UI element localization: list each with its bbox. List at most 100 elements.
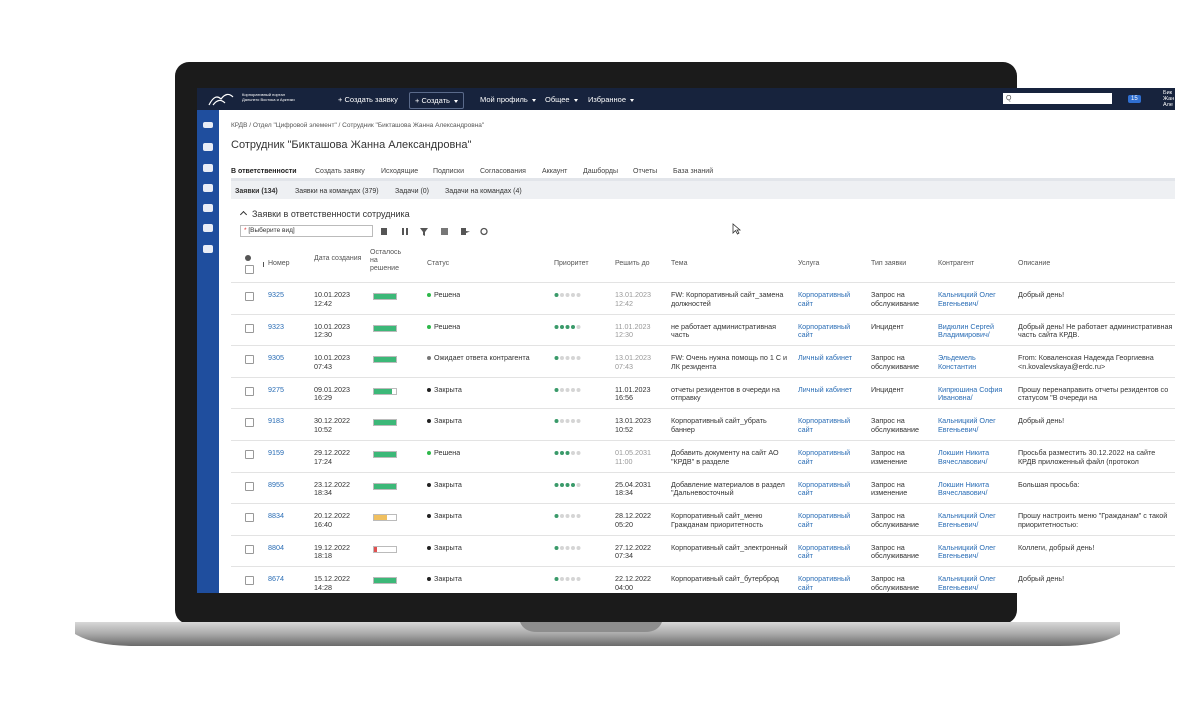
status: Закрыта: [427, 512, 462, 521]
contractor[interactable]: Локшин Никита Вячеславович/: [938, 449, 990, 466]
select-all-checkbox[interactable]: [245, 265, 254, 274]
search-box[interactable]: Q: [1003, 93, 1112, 104]
service[interactable]: Корпоративный сайт: [798, 449, 851, 466]
service[interactable]: Корпоративный сайт: [798, 575, 851, 592]
request-number[interactable]: 9325: [268, 291, 284, 299]
service[interactable]: Корпоративный сайт: [798, 480, 851, 498]
import-icon[interactable]: [461, 228, 466, 235]
service[interactable]: Корпоративный сайт: [798, 543, 851, 561]
subtab[interactable]: Задачи (0): [395, 188, 430, 195]
column-header[interactable]: Номер: [268, 260, 290, 267]
remaining-bar: [373, 387, 397, 395]
request-number[interactable]: 9275: [268, 385, 284, 394]
remaining-fill: [374, 546, 378, 552]
contractor[interactable]: Кальницкий Олег Евгеньевич/: [938, 543, 996, 561]
contractor[interactable]: Кальницкий Олег Евгеньевич/: [938, 417, 996, 434]
description: Большая просьба:: [1018, 480, 1080, 489]
row-checkbox[interactable]: [245, 323, 254, 333]
tab[interactable]: Аккаунт: [542, 168, 568, 175]
tab[interactable]: Согласования: [480, 168, 526, 175]
row-checkbox[interactable]: [245, 481, 254, 491]
column-header[interactable]: Решить до: [615, 260, 650, 267]
row-checkbox[interactable]: [245, 513, 254, 523]
tab[interactable]: Создать заявку: [315, 168, 365, 175]
status-text: Решена: [434, 449, 461, 457]
priority-star: [565, 577, 570, 582]
request-number[interactable]: 8955: [268, 480, 284, 489]
export-icon[interactable]: [441, 228, 448, 235]
contractor[interactable]: Локшин Никита Вячеславович/: [938, 480, 990, 498]
request-number[interactable]: 9323: [268, 322, 284, 331]
subtab[interactable]: Заявки (134): [235, 188, 278, 195]
tab[interactable]: Отчеты: [633, 168, 658, 175]
star-icon[interactable]: [203, 245, 213, 253]
tab[interactable]: В ответственности: [231, 168, 297, 175]
column-header[interactable]: Осталось на решение: [370, 249, 402, 272]
contractor[interactable]: Кальницкий Олег Евгеньевич/: [938, 575, 996, 592]
tab[interactable]: Дашборды: [583, 168, 618, 175]
priority-star: [571, 577, 575, 582]
nav-create-request[interactable]: + Создать заявку: [338, 95, 398, 104]
service[interactable]: Корпоративный сайт: [798, 322, 851, 340]
contractor[interactable]: Кальницкий Олег Евгеньевич/: [938, 512, 996, 529]
nav-create[interactable]: + Создать: [409, 92, 464, 109]
column-header[interactable]: Услуга: [798, 260, 820, 267]
tab[interactable]: Исходящие: [381, 168, 419, 175]
request-number[interactable]: 8804: [268, 543, 284, 552]
row-checkbox[interactable]: [245, 386, 254, 396]
priority-star: [571, 545, 575, 550]
edit-icon[interactable]: [203, 224, 213, 232]
contractor[interactable]: Кальницкий Олег Евгеньевич/: [938, 291, 996, 308]
nav-favorites[interactable]: Избранное: [588, 95, 635, 104]
column-header[interactable]: Тип заявки: [871, 260, 907, 267]
service[interactable]: Корпоративный сайт: [798, 291, 851, 308]
row-checkbox[interactable]: [245, 576, 254, 586]
service[interactable]: Корпоративный сайт: [798, 512, 851, 529]
section-title: Заявки в ответственности сотрудника: [239, 209, 410, 219]
users-icon[interactable]: [203, 164, 213, 172]
user-menu[interactable]: Бик Жан Але: [1163, 90, 1174, 108]
contractor[interactable]: Кипрюшина София Ивановна/: [938, 385, 1003, 403]
column-header[interactable]: Дата создания: [314, 255, 362, 262]
request-number[interactable]: 9305: [268, 354, 284, 363]
nav-profile[interactable]: Мой профиль: [480, 95, 536, 104]
subtab[interactable]: Заявки на командах (379): [295, 188, 379, 195]
status-dot: [427, 293, 431, 298]
request-number[interactable]: 8674: [268, 575, 284, 584]
request-number[interactable]: 9159: [268, 449, 284, 457]
service[interactable]: Корпоративный сайт: [798, 417, 851, 434]
row-checkbox[interactable]: [245, 355, 254, 365]
description: Коллеги, добрый день!: [1018, 543, 1095, 552]
contractor[interactable]: Эльдемель Константин: [938, 354, 977, 371]
columns-icon[interactable]: [402, 228, 404, 235]
column-header[interactable]: Контрагент: [938, 260, 975, 267]
service[interactable]: Личный кабинет: [798, 354, 853, 363]
user-icon[interactable]: [203, 204, 213, 212]
column-header[interactable]: Описание: [1018, 260, 1051, 267]
row-checkbox[interactable]: [245, 292, 254, 301]
row-checkbox[interactable]: [245, 544, 254, 554]
org-icon[interactable]: [203, 184, 213, 192]
description: Добрый день! Не работает административна…: [1018, 322, 1173, 340]
priority-star: [560, 356, 564, 361]
request-number[interactable]: 8834: [268, 512, 284, 521]
filter-icon[interactable]: [420, 228, 428, 236]
column-header[interactable]: Тема: [671, 260, 688, 267]
column-header[interactable]: Статус: [427, 260, 450, 267]
tab[interactable]: Подписки: [433, 168, 465, 175]
subtab[interactable]: Задачи на командах (4): [445, 188, 522, 195]
menu-icon[interactable]: [203, 122, 213, 128]
row-checkbox[interactable]: [245, 418, 254, 428]
view-select[interactable]: * [Выберите вид]: [240, 225, 373, 237]
column-header[interactable]: Приоритет: [554, 260, 589, 267]
nav-general[interactable]: Общее: [545, 95, 578, 104]
notification-badge[interactable]: 15: [1128, 95, 1141, 103]
add-icon[interactable]: [203, 143, 213, 151]
contractor[interactable]: Видюлин Сергей Владимирович/: [938, 322, 995, 340]
tab[interactable]: База знаний: [673, 168, 714, 175]
refresh-icon[interactable]: [480, 227, 488, 236]
service[interactable]: Личный кабинет: [798, 385, 853, 394]
row-checkbox[interactable]: [245, 450, 254, 459]
request-number[interactable]: 9183: [268, 417, 284, 426]
save-icon[interactable]: [381, 228, 387, 235]
